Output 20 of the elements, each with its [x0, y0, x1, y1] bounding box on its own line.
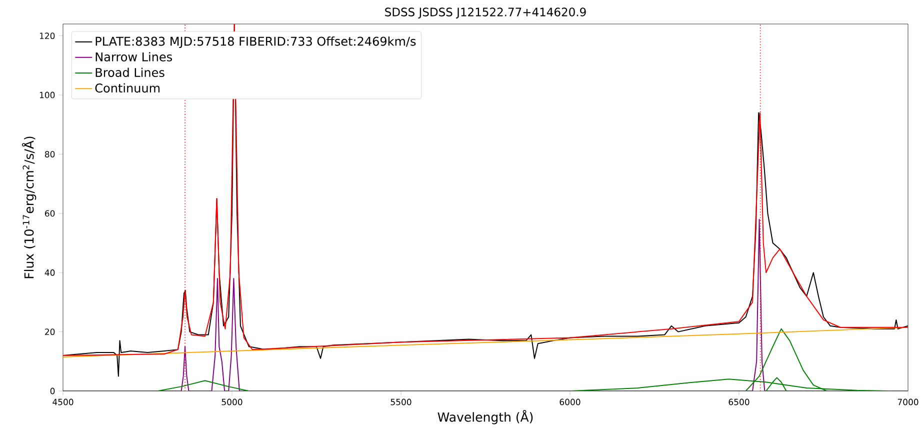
chart-title: SDSS JSDSS J121522.77+414620.9: [385, 8, 586, 18]
y-tick-label: 40: [44, 269, 55, 276]
y-tick-label: 100: [40, 92, 55, 98]
x-tick-label: 6000: [560, 398, 580, 406]
x-tick-label: 7000: [898, 398, 918, 406]
y-tick-label: 80: [44, 151, 55, 158]
y-axis-title: Flux (10$^{-17}$erg/cm$^{2}$/s/Å): [22, 136, 36, 278]
x-tick-label: 6500: [728, 398, 750, 406]
y-tick-label: 120: [40, 32, 55, 40]
legend-label: PLATE:8383 MJD:57518 FIBERID:733 Offset:2469km/s: [96, 36, 416, 48]
x-axis-title: Wavelength (Å): [438, 410, 533, 424]
legend-label: Narrow Lines: [96, 52, 172, 62]
legend-label: Continuum: [95, 83, 160, 93]
y-tick-label: 0: [50, 388, 55, 394]
y-tick-label: 60: [45, 210, 55, 217]
legend-label: Broad Lines: [96, 68, 164, 78]
y-tick-label: 20: [45, 328, 55, 336]
x-tick-label: 5000: [222, 398, 242, 406]
x-tick-label: 4500: [52, 398, 74, 406]
x-tick-label: 5500: [390, 398, 412, 406]
